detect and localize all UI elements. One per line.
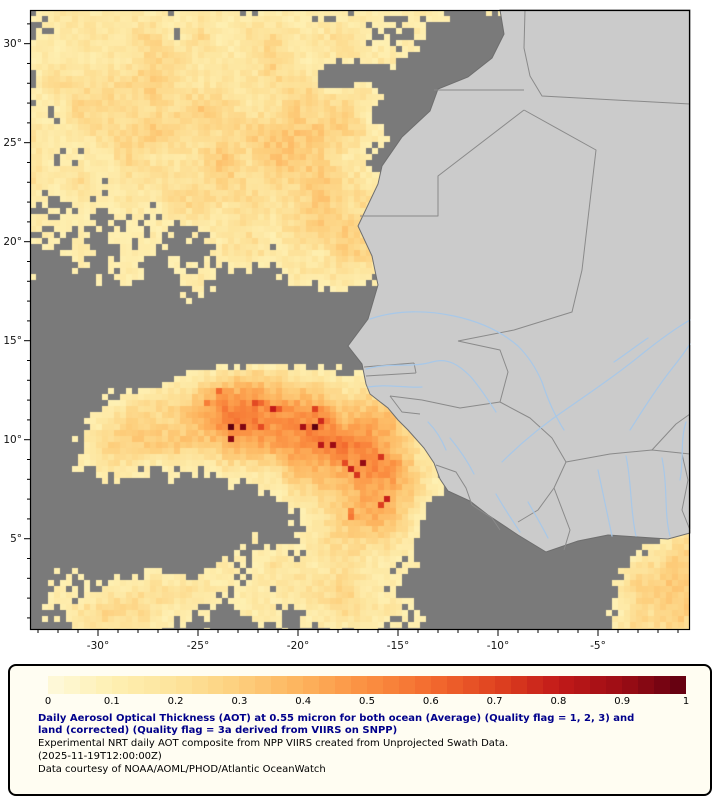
colorbar-tick-label: 0.5 [359, 696, 375, 707]
colorbar-tick-label: 0 [44, 696, 52, 707]
x-tick-label: -15° [387, 640, 409, 652]
colorbar-segment [271, 676, 288, 694]
colorbar-segment [63, 676, 80, 694]
y-tick-label: 25° [3, 137, 22, 149]
legend-panel: 0 0.1 0.2 0.3 0.4 0.5 0.6 0.7 0.8 0.9 1 Daily Aero… [8, 664, 712, 796]
y-axis: 30° 25° 20° 15° 10° 5° [3, 23, 30, 619]
colorbar-segment [191, 676, 208, 694]
colorbar-segment [95, 676, 112, 694]
legend-title: Daily Aerosol Optical Thickness (AOT) at… [38, 713, 635, 736]
colorbar-segment [606, 676, 623, 694]
colorbar-segment [335, 676, 352, 694]
y-tick-label: 15° [3, 335, 22, 347]
colorbar-segment [542, 676, 559, 694]
plot-frame [29, 9, 691, 631]
colorbar-segment [670, 676, 687, 694]
x-tick-label: -25° [187, 640, 209, 652]
colorbar-segment [48, 676, 64, 694]
colorbar-segment [319, 676, 336, 694]
colorbar-segment [478, 676, 495, 694]
colorbar-segment [622, 676, 639, 694]
x-tick-label: -20° [287, 640, 309, 652]
x-tick-label: -10° [487, 640, 509, 652]
colorbar-tick-label: 0.9 [614, 696, 631, 707]
colorbar-segment [143, 676, 160, 694]
colorbar-segment [446, 676, 463, 694]
colorbar-tick-label: 0.1 [103, 696, 120, 707]
colorbar-segment [558, 676, 575, 694]
y-tick-label: 5° [10, 533, 22, 545]
colorbar-segment [494, 676, 511, 694]
x-tick-label: -5° [590, 640, 606, 652]
colorbar-segment [79, 676, 96, 694]
colorbar-segment [414, 676, 431, 694]
colorbar-segment [175, 676, 192, 694]
colorbar-segment [430, 676, 447, 694]
y-tick-label: 30° [3, 38, 22, 50]
colorbar-segment [239, 676, 256, 694]
africa-landmass [347, 9, 691, 553]
colorbar-segment [398, 676, 415, 694]
colorbar-segment [367, 676, 384, 694]
colorbar-segment [111, 676, 128, 694]
colorbar-ticks: 0 0.1 0.2 0.3 0.4 0.5 0.6 0.7 0.8 0.9 1 [44, 696, 690, 709]
colorbar-tick-label: 0.3 [231, 696, 248, 707]
colorbar-segment [351, 676, 368, 694]
y-tick-label: 10° [3, 434, 22, 446]
legend-subtitle: Experimental NRT daily AOT composite fro… [38, 738, 509, 749]
colorbar-segment [127, 676, 144, 694]
colorbar-segment [574, 676, 591, 694]
colorbar-segment [207, 676, 224, 694]
colorbar-segment [590, 676, 607, 694]
colorbar-segment [526, 676, 543, 694]
colorbar [48, 676, 687, 694]
colorbar-segment [510, 676, 527, 694]
colorbar-segment [303, 676, 320, 694]
x-axis: -30° -25° -20° -15° -10° -5° [37, 630, 679, 652]
colorbar-segment [255, 676, 272, 694]
colorbar-tick-label: 1 [682, 696, 690, 707]
rivers [365, 311, 691, 539]
colorbar-segment [159, 676, 176, 694]
colorbar-tick-label: 0.6 [422, 696, 439, 707]
colorbar-segment [383, 676, 399, 694]
colorbar-segment [223, 676, 240, 694]
colorbar-segment [462, 676, 479, 694]
x-tick-label: -30° [87, 640, 109, 652]
colorbar-tick-label: 0.7 [486, 696, 503, 707]
map-stage: -30° -25° -20° -15° -10° -5° 30° 25° 20° 15° 10° 5… [3, 9, 691, 652]
legend-timestamp: (2025-11-19T12:00:00Z) [38, 751, 162, 762]
y-tick-label: 20° [3, 236, 22, 248]
colorbar-segment [287, 676, 304, 694]
colorbar-segment [638, 676, 655, 694]
colorbar-tick-label: 0.8 [550, 696, 567, 707]
colorbar-tick-label: 0.2 [167, 696, 184, 707]
map-overlay: -30° -25° -20° -15° -10° -5° 30° 25° 20° 15° 10° 5… [3, 9, 691, 652]
colorbar-segment [654, 676, 671, 694]
legend-credit: Data courtesy of NOAA/AOML/PHOD/Atlantic… [38, 764, 326, 775]
colorbar-tick-label: 0.4 [295, 696, 312, 707]
